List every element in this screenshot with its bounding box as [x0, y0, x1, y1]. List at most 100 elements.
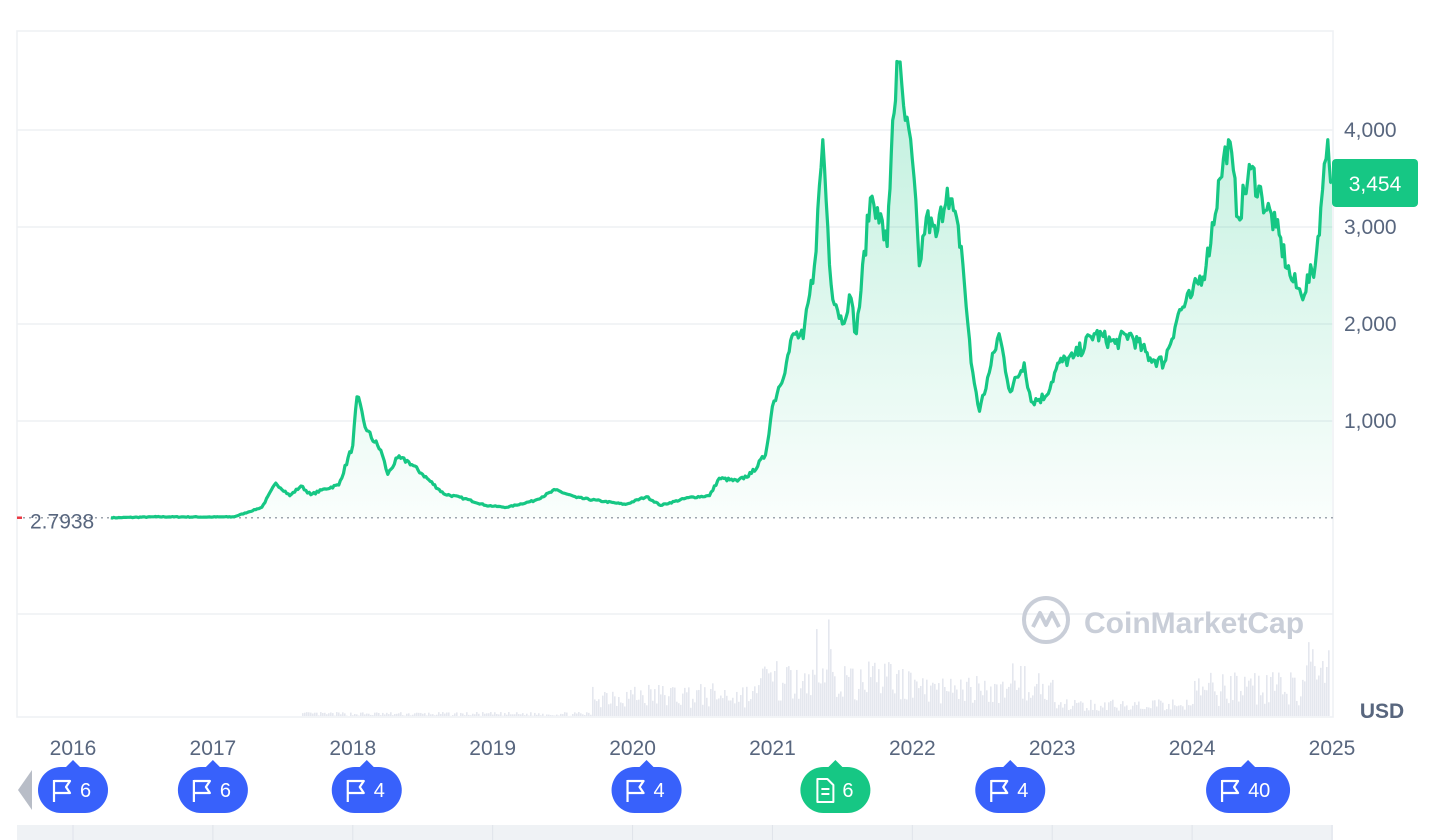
volume-bar [582, 714, 584, 716]
volume-bar [786, 667, 788, 716]
volume-bar [978, 683, 980, 716]
volume-bar [368, 713, 370, 716]
volume-bar [550, 715, 552, 716]
volume-bar [794, 693, 796, 716]
volume-bar [1114, 706, 1116, 716]
volume-bar [588, 712, 590, 716]
volume-bar [714, 690, 716, 716]
event-marker[interactable]: 6 [38, 760, 108, 813]
volume-bar [402, 715, 404, 716]
volume-bar [306, 712, 308, 716]
volume-bar [850, 668, 852, 716]
volume-bar [1066, 699, 1068, 716]
volume-bar [1134, 702, 1136, 716]
volume-bar [852, 668, 854, 716]
event-marker[interactable]: 6 [177, 760, 248, 813]
volume-bar [580, 713, 582, 716]
volume-bar [686, 692, 688, 716]
event-marker[interactable]: 4 [331, 760, 402, 813]
volume-bar [1018, 687, 1020, 716]
volume-bar [482, 712, 484, 716]
volume-bar [534, 712, 536, 716]
volume-bar [1328, 650, 1330, 716]
volume-bar [418, 712, 420, 716]
volume-bar [816, 629, 818, 716]
volume-bar [798, 698, 800, 716]
flag-icon [346, 779, 365, 802]
volume-bar [996, 684, 998, 716]
volume-bar [1112, 699, 1114, 716]
volume-bar [478, 713, 480, 716]
volume-bar [1106, 710, 1108, 716]
volume-bar [448, 712, 450, 716]
volume-bar [864, 689, 866, 716]
volume-bar [674, 687, 676, 716]
volume-bar [454, 713, 456, 716]
volume-bar [782, 682, 784, 716]
volume-bar [1258, 675, 1260, 716]
volume-bar [1122, 701, 1124, 716]
volume-bar [326, 714, 328, 716]
event-marker[interactable]: 4 [975, 760, 1046, 813]
volume-bar [1214, 691, 1216, 716]
volume-bar [316, 712, 318, 716]
volume-bar [1068, 710, 1070, 716]
volume-bar [1036, 683, 1038, 716]
volume-bar [1296, 700, 1298, 716]
volume-bar [1110, 701, 1112, 716]
navigator-strip[interactable] [17, 825, 1333, 840]
volume-bar [610, 703, 612, 716]
volume-bar [1108, 702, 1110, 716]
volume-bar [1208, 682, 1210, 716]
volume-bar [986, 690, 988, 716]
volume-bar [750, 699, 752, 716]
volume-bar [1062, 707, 1064, 716]
volume-bar [604, 692, 606, 716]
volume-bar [1100, 705, 1102, 716]
volume-bar [1104, 702, 1106, 716]
volume-bar [668, 696, 670, 716]
volume-bar [620, 702, 622, 716]
event-marker[interactable]: 40 [1206, 760, 1291, 813]
volume-bar [1074, 699, 1076, 716]
volume-bar [1298, 705, 1300, 716]
volume-bar [622, 703, 624, 716]
volume-bar [320, 712, 322, 716]
volume-bar [558, 715, 560, 716]
y-axis-labels: 1,000 2,000 3,000 4,000 [1344, 119, 1397, 433]
volume-bar [1222, 674, 1224, 716]
volume-bar [1094, 703, 1096, 716]
volume-bar [874, 662, 876, 716]
volume-bar [614, 696, 616, 716]
volume-bar [682, 693, 684, 716]
volume-bar [792, 698, 794, 716]
volume-bar [820, 683, 822, 716]
volume-bar [562, 714, 564, 716]
volume-bar [462, 713, 464, 716]
volume-bar [618, 697, 620, 716]
event-marker[interactable]: 4 [611, 760, 682, 813]
volume-bar [494, 712, 496, 716]
volume-bar [748, 701, 750, 716]
volume-bar [606, 693, 608, 716]
scroll-left-arrow-icon[interactable] [18, 770, 32, 810]
volume-bar [670, 688, 672, 716]
volume-bar [780, 700, 782, 716]
volume-bar [960, 679, 962, 716]
event-count: 4 [374, 780, 385, 802]
volume-bar [1072, 705, 1074, 716]
volume-bar [1266, 675, 1268, 716]
volume-bar [1088, 710, 1090, 716]
volume-bar [984, 680, 986, 716]
volume-bar [406, 713, 408, 716]
volume-bar [844, 666, 846, 716]
volume-bar [708, 706, 710, 716]
volume-bar [872, 666, 874, 716]
event-count: 4 [654, 780, 665, 802]
volume-bar [892, 689, 894, 716]
volume-bar [1156, 706, 1158, 716]
volume-bar [490, 712, 492, 716]
volume-bars [300, 619, 1330, 716]
event-marker[interactable]: 6 [800, 760, 871, 813]
volume-bar [744, 707, 746, 716]
